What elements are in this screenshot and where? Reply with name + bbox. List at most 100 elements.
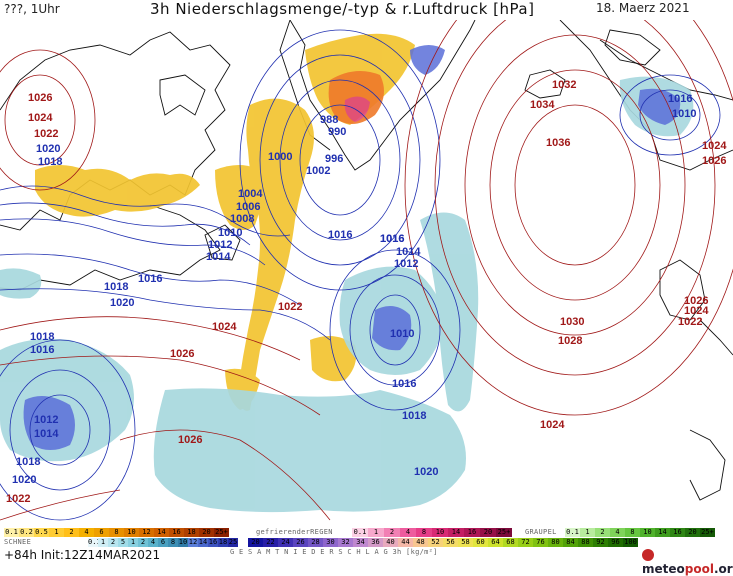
legend-cell: 1 <box>49 528 64 537</box>
isobar-label-1028: 1028 <box>558 335 582 347</box>
coastlines <box>0 20 733 501</box>
legend-cell: 18 <box>184 528 199 537</box>
isobar-label-1010: 1010 <box>390 328 414 340</box>
legend-cell: 2 <box>108 538 118 547</box>
isobar-label-1010: 1010 <box>672 108 696 120</box>
isobar-label-1026: 1026 <box>28 92 52 104</box>
weather-map[interactable]: 1026102410221020101898899099610001002100… <box>0 20 733 524</box>
legend-cell: 0.1 <box>565 528 580 537</box>
legend-rain-scale: 0.1 0.2 0.5 1 2 4 6 8 10 12 14 16 18 20 25+ <box>4 528 229 537</box>
coast-newfoundland <box>204 224 241 261</box>
legend-cell: 28 <box>308 538 323 547</box>
isobar-labels: 1026102410221020101898899099610001002100… <box>6 79 727 505</box>
coast-iberia <box>689 429 726 501</box>
isobar-label-1008: 1008 <box>230 213 254 225</box>
isobar-label-1022: 1022 <box>6 493 30 505</box>
valid-time: ???, 1Uhr <box>4 2 60 16</box>
legend-cell: 34 <box>353 538 368 547</box>
legend-cell: 6 <box>158 538 168 547</box>
legend: 0.1 0.2 0.5 1 2 4 6 8 10 12 14 16 18 20 25+ gefrierend… <box>0 524 733 566</box>
legend-cell: 14 <box>448 528 464 537</box>
legend-cell: 16 <box>208 538 218 547</box>
legend-cell: 2 <box>595 528 610 537</box>
isobar-label-1006: 1006 <box>236 201 260 213</box>
isobar-label-1004: 1004 <box>238 188 263 200</box>
coast-baffin <box>159 74 206 116</box>
legend-cell: 16 <box>464 528 480 537</box>
legend-cell: 8 <box>416 528 432 537</box>
legend-cell: 8 <box>168 538 178 547</box>
legend-cell: 30 <box>323 538 338 547</box>
isobar-label-1012: 1012 <box>208 239 232 251</box>
isobar-label-1026: 1026 <box>684 295 708 307</box>
isobar-label-1016: 1016 <box>30 344 54 356</box>
legend-cell: 100 <box>623 538 638 547</box>
legend-graupel-scale: 0.1 1 2 4 8 10 14 16 20 25+ <box>565 528 715 537</box>
legend-cell: 25+ <box>700 528 715 537</box>
isobars-high <box>0 20 733 521</box>
legend-cell: 14 <box>198 538 208 547</box>
legend-cell: 88 <box>578 538 593 547</box>
legend-cell: 16 <box>169 528 184 537</box>
legend-total-scale: 20 22 24 26 28 30 32 34 36 40 44 48 52 56 58 60 64 68 72 76… <box>248 538 638 547</box>
isobar-label-1002: 1002 <box>306 165 330 177</box>
legend-cell: 4 <box>148 538 158 547</box>
isobar-label-1018: 1018 <box>104 281 128 293</box>
legend-cell: 25+ <box>496 528 512 537</box>
legend-freezing-scale: 0.1 1 2 4 8 10 14 16 20 25+ <box>352 528 512 537</box>
legend-graupel-label: GRAUPEL <box>525 528 557 536</box>
legend-cell: 92 <box>593 538 608 547</box>
legend-cell: 36 <box>368 538 383 547</box>
isobar-label-1012: 1012 <box>34 414 58 426</box>
isobar-label-1016: 1016 <box>138 273 162 285</box>
legend-cell: 0.2 <box>19 528 34 537</box>
legend-total-label: G E S A M T N I E D E R S C H L A G 3h [… <box>230 548 438 556</box>
legend-cell: 40 <box>383 538 398 547</box>
legend-cell: 16 <box>670 528 685 537</box>
legend-freezing-label: gefrierenderREGEN <box>256 528 333 536</box>
chart-title: 3h Niederschlagsmenge/-typ & r.Luftdruck… <box>150 0 535 18</box>
isobar-label-1026: 1026 <box>170 348 194 360</box>
legend-cell: 4 <box>400 528 416 537</box>
coast-iceland <box>524 69 566 99</box>
legend-cell: 24 <box>278 538 293 547</box>
meteopool-logo[interactable]: meteopool.org <box>642 548 733 576</box>
legend-cell: 26 <box>293 538 308 547</box>
legend-snow-label: SCHNEE <box>4 538 32 546</box>
isobar-label-1014: 1014 <box>34 428 59 440</box>
legend-cell: 2 <box>384 528 400 537</box>
coast-uk <box>659 259 706 321</box>
isobar-label-1024: 1024 <box>212 321 237 333</box>
coast-greenland <box>289 20 476 171</box>
isobar-label-1016: 1016 <box>380 233 404 245</box>
legend-cell: 2 <box>138 538 148 547</box>
legend-cell: 48 <box>413 538 428 547</box>
legend-cell: 14 <box>655 528 670 537</box>
legend-cell: 10 <box>124 528 139 537</box>
isobar-label-1016: 1016 <box>380 233 404 245</box>
legend-cell: 8 <box>109 528 124 537</box>
legend-cell: 56 <box>443 538 458 547</box>
legend-cell: 14 <box>154 528 169 537</box>
legend-cell: 52 <box>428 538 443 547</box>
legend-cell: 6 <box>94 528 109 537</box>
legend-cell: 4 <box>610 528 625 537</box>
isobar-label-988: 988 <box>320 114 338 126</box>
isobar-label-1024: 1024 <box>28 112 53 124</box>
legend-cell: 20 <box>685 528 700 537</box>
legend-cell: 60 <box>473 538 488 547</box>
legend-cell: 8 <box>625 528 640 537</box>
legend-cell: 5 <box>118 538 128 547</box>
legend-cell: 12 <box>188 538 198 547</box>
legend-cell: 84 <box>563 538 578 547</box>
legend-cell: 76 <box>533 538 548 547</box>
isobar-label-1014: 1014 <box>396 246 421 258</box>
isobar-label-1000: 1000 <box>268 151 292 163</box>
legend-cell: 44 <box>398 538 413 547</box>
isobar-label-1018: 1018 <box>16 456 40 468</box>
isobar-label-1022: 1022 <box>678 316 702 328</box>
coast-europe <box>699 319 733 356</box>
legend-cell: 0.1 <box>352 528 368 537</box>
legend-cell: 1 <box>98 538 108 547</box>
legend-cell: 72 <box>518 538 533 547</box>
